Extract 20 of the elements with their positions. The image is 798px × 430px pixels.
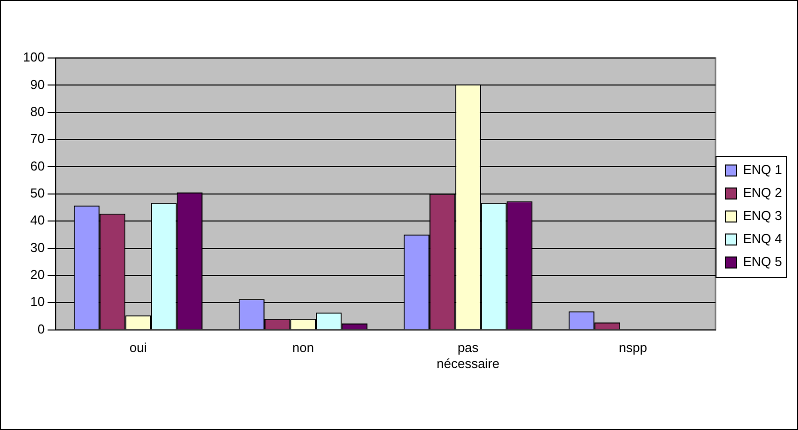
y-tick-label: 70 [30, 131, 45, 146]
y-tick-label: 100 [22, 50, 45, 65]
y-tick-label: 0 [37, 321, 45, 336]
legend-label: ENQ 5 [742, 254, 782, 270]
y-tick-label: 60 [30, 158, 45, 174]
y-tick-label: 90 [30, 76, 45, 92]
y-tick-label: 10 [30, 294, 45, 310]
x-tick-label: oui [129, 340, 147, 356]
legend-label: ENQ 1 [742, 162, 782, 178]
y-tick-label: 40 [30, 212, 45, 228]
legend-label: ENQ 3 [742, 208, 782, 224]
x-tick-label: nspp [618, 340, 648, 356]
y-tick-label: 80 [30, 104, 45, 119]
legend-label: ENQ 2 [742, 185, 782, 200]
legend-label: ENQ 4 [742, 231, 782, 246]
y-tick-label: 30 [30, 240, 45, 255]
x-tick-label: non [292, 340, 314, 356]
y-tick-label: 20 [30, 267, 45, 282]
x-tick-label: pas nécessaire [436, 340, 500, 371]
y-tick-label: 50 [30, 185, 45, 200]
